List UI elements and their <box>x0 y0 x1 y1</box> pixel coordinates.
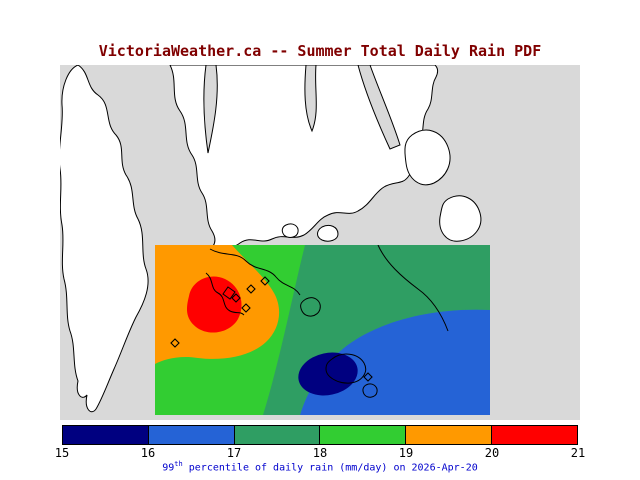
station-marker <box>170 338 180 348</box>
colorbar-segment <box>406 426 493 444</box>
contour-region-red <box>186 276 242 333</box>
contour-region-blue <box>300 309 490 415</box>
caption-superscript: th <box>174 460 183 468</box>
station-marker <box>260 276 270 286</box>
station-marker <box>363 372 373 382</box>
colorbar-tick-label: 21 <box>570 446 586 460</box>
map-canvas <box>58 64 580 420</box>
island <box>404 129 451 186</box>
colorbar-segment <box>234 426 321 444</box>
station-marker <box>241 303 251 313</box>
colorbar-segment <box>63 426 149 444</box>
colorbar-segment <box>320 426 407 444</box>
colorbar <box>62 425 578 445</box>
caption-value: 99 <box>162 462 175 474</box>
colorbar-tick-label: 15 <box>54 446 70 460</box>
inlet-channel <box>203 64 218 154</box>
inlet-channel <box>304 64 317 133</box>
island <box>317 224 339 242</box>
weather-map-svg <box>58 64 580 420</box>
colorbar-segment <box>492 426 577 444</box>
colorbar-tick-label: 18 <box>312 446 328 460</box>
station-marker <box>231 293 241 303</box>
colorbar-tick-label: 19 <box>398 446 414 460</box>
inlet-channel <box>357 64 401 150</box>
colorbar-tick-labels: 15 16 17 18 19 20 21 <box>55 446 585 460</box>
colorbar-segment <box>148 426 235 444</box>
landmass-west <box>58 64 149 413</box>
colorbar-tick-label: 16 <box>140 446 156 460</box>
colorbar-tick-label: 17 <box>226 446 242 460</box>
station-marker <box>246 284 256 294</box>
colorbar-tick-label: 20 <box>484 446 500 460</box>
caption: 99th percentile of daily rain (mm/day) o… <box>0 460 640 473</box>
contour-field <box>155 245 490 415</box>
island <box>439 195 482 242</box>
island <box>281 223 299 238</box>
page-title: VictoriaWeather.ca -- Summer Total Daily… <box>98 42 542 60</box>
station-markers <box>170 276 373 382</box>
caption-text: percentile of daily rain (mm/day) on 202… <box>182 462 478 474</box>
coastline-overlay <box>205 245 449 398</box>
